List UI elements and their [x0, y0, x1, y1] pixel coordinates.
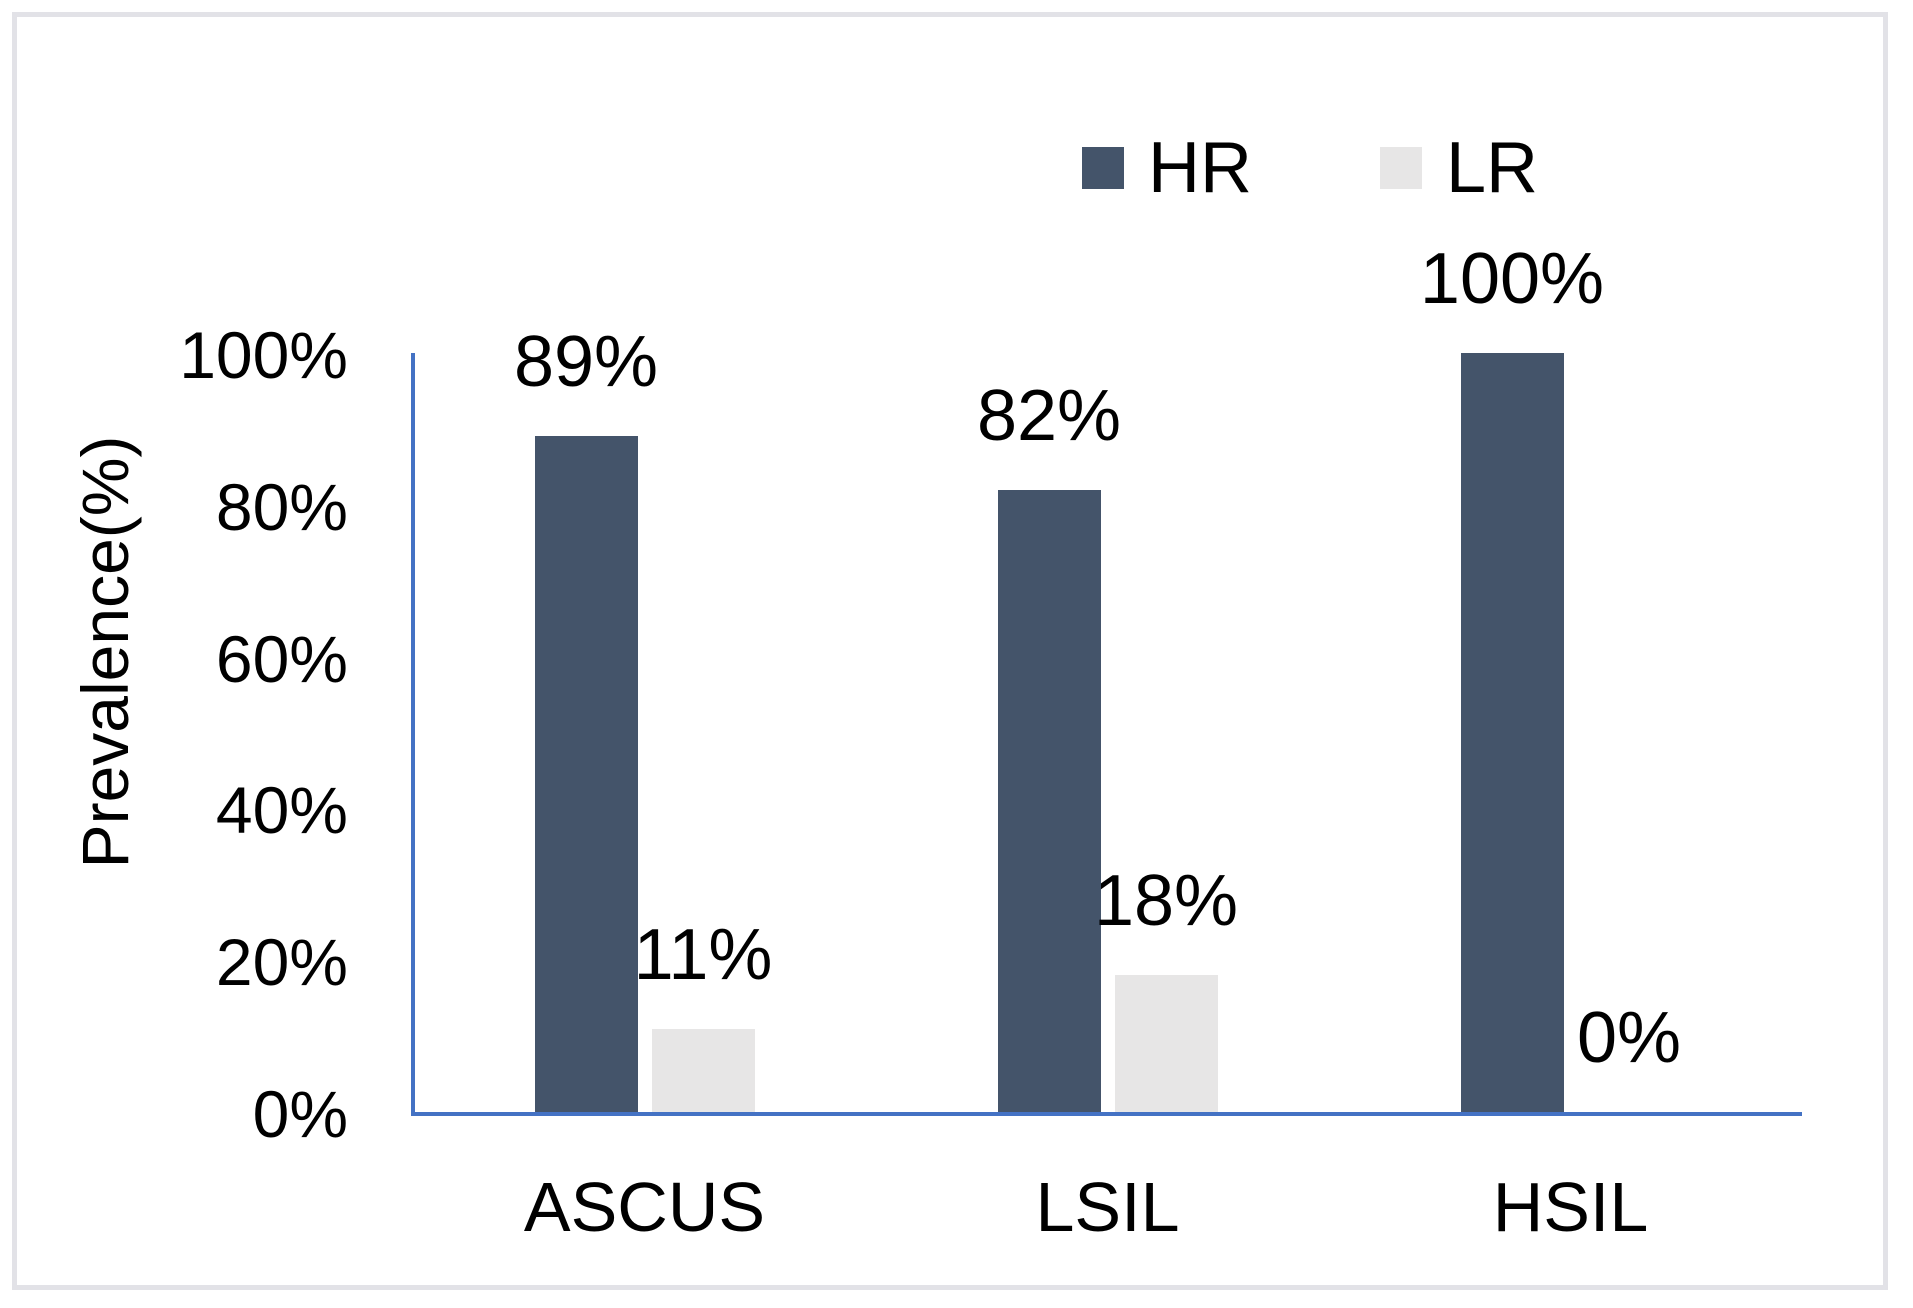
x-axis-label-lsil: LSIL — [1035, 1168, 1180, 1246]
y-tick-label: 80% — [215, 469, 348, 544]
y-tick-label: 60% — [215, 621, 348, 696]
legend-swatch-hr — [1082, 147, 1124, 189]
data-label-lr-ascus: 11% — [633, 914, 773, 995]
bar-lr-lsil — [1114, 975, 1218, 1112]
y-tick-label: 100% — [179, 318, 348, 392]
x-axis-label-hsil: HSIL — [1492, 1168, 1649, 1246]
y-axis-line — [411, 353, 415, 1116]
legend-item-hr: HR — [1082, 132, 1252, 204]
x-axis-label-ascus: ASCUS — [523, 1168, 766, 1246]
data-label-hr-hsil: 100% — [1419, 239, 1605, 319]
bar-hr-hsil — [1460, 353, 1564, 1112]
legend-label: LR — [1446, 128, 1539, 208]
y-tick-label: 0% — [252, 1077, 348, 1151]
data-label-lr-hsil: 0% — [1576, 998, 1682, 1078]
data-label-hr-ascus: 89% — [513, 322, 659, 403]
chart-figure — [12, 12, 1888, 1290]
chart-legend: HR LR — [1082, 128, 1538, 208]
bar-lr-ascus — [651, 1028, 755, 1112]
y-tick-label: 40% — [215, 773, 348, 848]
legend-label: HR — [1148, 128, 1252, 208]
y-axis-title: Prevalence(%) — [68, 435, 142, 869]
bar-hr-lsil — [997, 489, 1101, 1112]
bar-hr-ascus — [534, 436, 638, 1112]
data-label-lr-lsil: 18% — [1093, 861, 1239, 942]
data-label-hr-lsil: 82% — [976, 375, 1122, 456]
legend-swatch-lr — [1380, 147, 1422, 189]
x-axis-line — [411, 1112, 1802, 1116]
legend-item-lr: LR — [1380, 132, 1538, 204]
y-tick-label: 20% — [215, 925, 348, 1000]
